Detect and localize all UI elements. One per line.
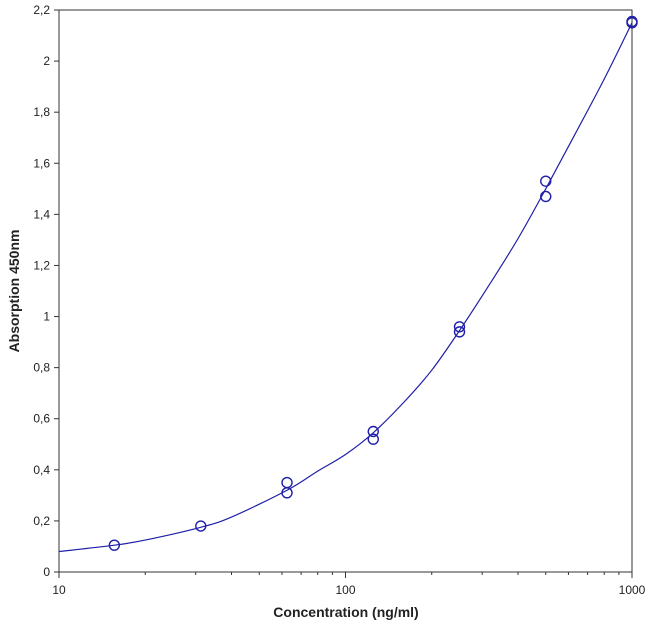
- y-tick-label: 2,2: [33, 3, 50, 17]
- y-axis-title: Absorption 450nm: [6, 230, 22, 353]
- x-axis: 10 100 1000: [52, 572, 646, 597]
- y-axis: 0 0,2 0,4 0,6 0,8 1 1,2 1,4 1,6 1,8 2 2,2: [33, 3, 59, 579]
- plot-border: [58, 9, 633, 573]
- y-tick-label: 0,6: [33, 412, 50, 426]
- y-tick-label: 1,2: [33, 258, 50, 272]
- data-point: [540, 190, 552, 203]
- data-point: [108, 539, 121, 551]
- data-point: [367, 433, 379, 445]
- y-tick-label: 1,6: [33, 156, 50, 170]
- data-point: [626, 15, 638, 28]
- x-tick-label: 10: [52, 583, 66, 597]
- data-point: [281, 487, 293, 499]
- y-tick-label: 0,4: [33, 463, 50, 477]
- y-tick-label: 2: [43, 54, 50, 68]
- y-tick-label: 1: [43, 310, 50, 324]
- fit-curve-group: [58, 22, 633, 553]
- x-tick-label: 100: [335, 583, 355, 597]
- data-point: [367, 425, 379, 438]
- fit-curve-line: [58, 22, 633, 553]
- y-tick-label: 0,8: [33, 361, 50, 375]
- y-tick-label: 0,2: [33, 514, 50, 528]
- data-point: [195, 520, 207, 532]
- x-axis-title: Concentration (ng/ml): [273, 604, 418, 620]
- data-points: [108, 15, 638, 551]
- data-point: [281, 476, 293, 489]
- data-point: [540, 175, 552, 187]
- plot-frame: [58, 9, 633, 573]
- data-point: [453, 326, 466, 338]
- x-tick-label: 1000: [619, 583, 646, 597]
- y-tick-label: 0: [43, 565, 50, 579]
- data-point: [453, 321, 466, 333]
- y-tick-label: 1,4: [33, 207, 50, 221]
- y-tick-label: 1,8: [33, 105, 50, 119]
